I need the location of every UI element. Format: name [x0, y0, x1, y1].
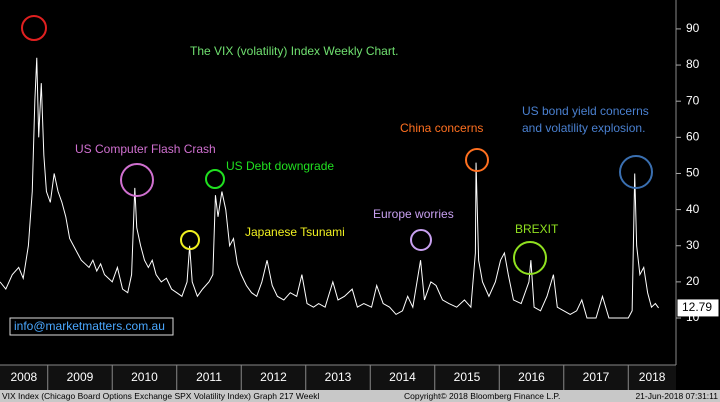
series-layer [0, 57, 659, 319]
annotation: China concerns [400, 121, 483, 135]
x-tick-label: 2018 [639, 370, 666, 384]
x-tick-label: 2008 [11, 370, 38, 384]
x-tick-label: 2009 [67, 370, 94, 384]
last-price-box [677, 299, 719, 317]
x-tick-label: 2012 [260, 370, 287, 384]
circle-red [21, 15, 47, 41]
annotation: US bond yield concerns [522, 104, 649, 118]
y-tick-label: 80 [686, 57, 700, 71]
y-tick-label: 60 [686, 129, 700, 143]
y-tick-label: 90 [686, 21, 700, 35]
annotation: US Computer Flash Crash [75, 142, 216, 156]
y-tick-label: 20 [686, 274, 700, 288]
footer-center: Copyright© 2018 Bloomberg Finance L.P. [404, 391, 560, 401]
x-tick-label: 2014 [389, 370, 416, 384]
x-tick-label: 2013 [325, 370, 352, 384]
footer-right: 21-Jun-2018 07:31:11 [635, 391, 718, 401]
footer-bar [0, 390, 720, 402]
circle-blue [619, 155, 653, 189]
annotation: Japanese Tsunami [245, 225, 345, 239]
annotation: BREXIT [515, 222, 559, 236]
circle-orange [465, 148, 489, 172]
watermark: info@marketmatters.com.au [14, 319, 165, 333]
y-tick-label: 30 [686, 238, 700, 252]
y-tick-label: 50 [686, 166, 700, 180]
x-tick-label: 2017 [583, 370, 610, 384]
x-tick-label: 2015 [454, 370, 481, 384]
plot-area [0, 0, 676, 365]
last-price-label: 12.79 [682, 300, 712, 314]
annotation: Europe worries [373, 207, 454, 221]
circle-yellow [180, 230, 200, 250]
x-tick-label: 2016 [518, 370, 545, 384]
circle-pink [120, 163, 154, 197]
circle-lime [513, 241, 547, 275]
y-tick-label: 70 [686, 93, 700, 107]
circle-green [205, 169, 225, 189]
x-tick-label: 2011 [196, 370, 222, 384]
circle-lavender [410, 229, 432, 251]
x-tick-label: 2010 [131, 370, 158, 384]
annotation: and volatility explosion. [522, 121, 645, 135]
chart-title: The VIX (volatility) Index Weekly Chart. [190, 44, 399, 58]
y-tick-label: 40 [686, 202, 700, 216]
watermark-box [9, 317, 174, 336]
y-axis-area [676, 0, 720, 390]
vix-line [0, 57, 659, 319]
annotation: US Debt downgrade [226, 159, 334, 173]
footer-left: VIX Index (Chicago Board Options Exchang… [2, 391, 319, 401]
